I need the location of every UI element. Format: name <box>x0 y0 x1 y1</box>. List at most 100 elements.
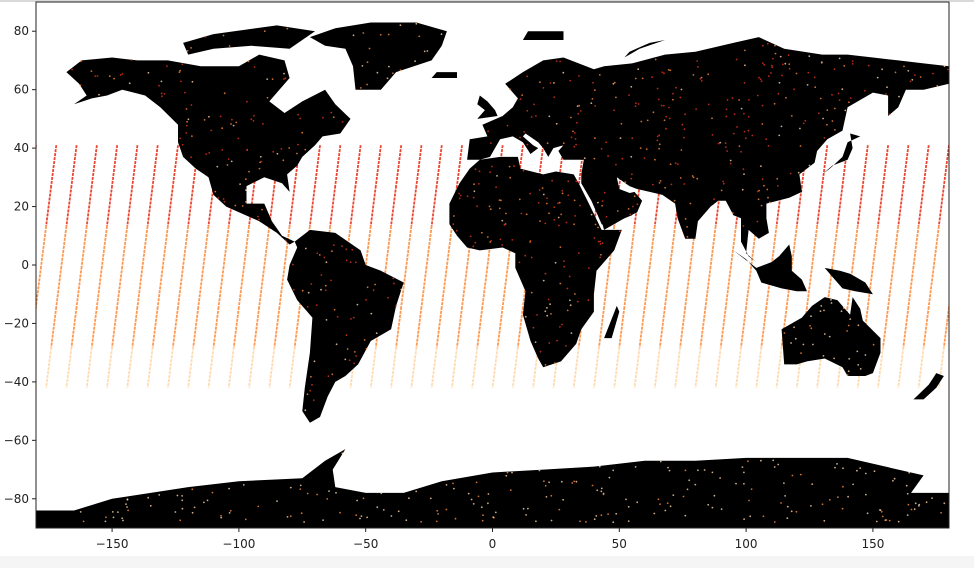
swath-track-segment <box>369 185 377 227</box>
data-point <box>126 498 129 501</box>
swath-track-segment <box>511 347 519 388</box>
data-point <box>562 71 565 74</box>
data-point <box>486 236 489 238</box>
swath-track-segment <box>699 306 707 348</box>
data-point <box>898 95 900 98</box>
data-point <box>777 463 780 466</box>
data-point <box>445 484 448 486</box>
swath-track-segment <box>897 347 905 388</box>
data-point <box>743 173 745 176</box>
data-point <box>181 143 184 146</box>
swath-track-segment <box>410 347 418 388</box>
data-point <box>112 516 115 519</box>
data-point <box>576 121 578 124</box>
swath-track-segment <box>329 185 337 227</box>
data-point <box>247 60 250 63</box>
data-point <box>574 215 576 217</box>
data-point <box>543 480 545 483</box>
data-point <box>747 115 750 118</box>
data-point <box>333 308 336 311</box>
data-point <box>761 123 764 125</box>
data-point <box>600 487 603 490</box>
data-point <box>593 157 596 160</box>
data-point <box>474 241 477 244</box>
data-point <box>707 503 710 506</box>
data-point <box>292 288 295 291</box>
data-point <box>548 342 551 344</box>
data-point <box>220 516 223 519</box>
data-point <box>511 471 513 474</box>
swath-track-segment <box>187 347 195 388</box>
swath-track-segment <box>633 347 641 388</box>
swath-track-segment <box>948 299 949 307</box>
y-tick-label: 60 <box>14 83 29 97</box>
data-point <box>726 150 729 152</box>
data-point <box>246 100 248 103</box>
data-point <box>684 113 686 116</box>
data-point <box>619 137 622 140</box>
data-point <box>669 69 672 72</box>
swath-track-segment <box>146 185 154 227</box>
swath-track-segment <box>902 145 910 186</box>
data-point <box>530 116 533 118</box>
data-point <box>426 50 429 52</box>
data-point <box>316 493 318 496</box>
data-point <box>121 73 124 75</box>
data-point <box>301 289 304 292</box>
data-point <box>306 393 309 396</box>
data-point <box>473 190 476 193</box>
data-point <box>560 213 563 216</box>
data-point <box>231 118 233 121</box>
data-point <box>747 460 749 463</box>
data-point <box>774 44 776 47</box>
data-point <box>204 36 207 38</box>
swath-track-segment <box>496 306 504 348</box>
data-point <box>79 511 82 513</box>
data-point <box>637 68 640 71</box>
data-point <box>806 84 809 86</box>
swath-track-segment <box>821 145 829 186</box>
data-point <box>252 119 255 122</box>
data-point <box>574 138 577 140</box>
swath-track-segment <box>887 266 895 307</box>
swath-track-segment <box>151 145 159 186</box>
data-point <box>126 506 128 508</box>
data-point <box>544 310 547 313</box>
land-layer <box>36 22 949 528</box>
swath-track-segment <box>283 225 291 267</box>
data-point <box>380 492 383 495</box>
data-point <box>239 183 242 186</box>
data-point <box>526 109 529 112</box>
data-point <box>318 254 321 256</box>
swath-track-segment <box>969 266 974 306</box>
data-point <box>593 89 596 92</box>
data-point <box>630 155 633 158</box>
data-point <box>674 162 677 165</box>
data-point <box>849 318 852 320</box>
data-point <box>808 55 811 58</box>
data-point <box>692 74 695 76</box>
swath-track-segment <box>897 185 905 227</box>
swath-track-segment <box>735 347 742 388</box>
data-point <box>661 71 664 74</box>
land-svalbard <box>522 31 564 40</box>
data-point <box>336 315 339 318</box>
data-point <box>833 357 835 360</box>
data-point <box>559 246 562 249</box>
swath-track-segment <box>719 306 727 348</box>
data-point <box>741 466 744 468</box>
data-point <box>520 212 523 215</box>
data-point <box>830 298 832 301</box>
data-point <box>652 111 655 114</box>
swath-track-segment <box>669 225 676 267</box>
data-point <box>405 519 408 522</box>
data-point <box>911 78 914 81</box>
data-point <box>223 200 226 203</box>
data-point <box>790 510 793 513</box>
data-point <box>658 182 661 184</box>
data-point <box>119 74 122 76</box>
data-point <box>423 50 426 53</box>
data-point <box>666 502 669 504</box>
data-point <box>304 247 307 250</box>
data-point <box>331 373 334 376</box>
